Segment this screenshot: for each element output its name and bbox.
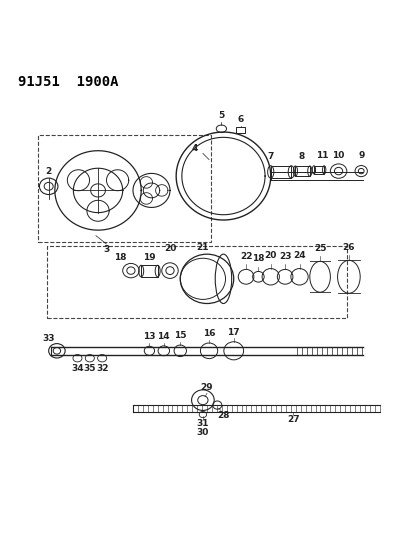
Text: 26: 26 xyxy=(342,243,354,252)
Text: 27: 27 xyxy=(286,415,299,424)
Text: 91J51  1900A: 91J51 1900A xyxy=(18,75,118,90)
Text: 11: 11 xyxy=(315,151,328,160)
Text: 35: 35 xyxy=(83,364,96,373)
Text: 9: 9 xyxy=(357,151,363,160)
Text: 14: 14 xyxy=(157,332,170,341)
Text: 18: 18 xyxy=(252,254,264,263)
Text: 7: 7 xyxy=(267,152,273,161)
Bar xyxy=(141,265,157,277)
Text: 19: 19 xyxy=(143,253,155,262)
Text: 21: 21 xyxy=(196,243,209,252)
Text: 23: 23 xyxy=(278,252,291,261)
Text: 18: 18 xyxy=(114,253,127,262)
Text: 32: 32 xyxy=(96,364,108,373)
Text: 22: 22 xyxy=(239,252,252,261)
Bar xyxy=(47,246,346,318)
Text: 13: 13 xyxy=(143,333,155,341)
Text: 20: 20 xyxy=(264,252,276,260)
Text: 17: 17 xyxy=(227,328,240,337)
Text: 6: 6 xyxy=(237,115,243,124)
Text: 30: 30 xyxy=(196,427,209,437)
Text: 16: 16 xyxy=(202,329,215,338)
Bar xyxy=(295,166,309,176)
Text: 5: 5 xyxy=(218,111,224,120)
Text: 3: 3 xyxy=(103,245,109,254)
Bar xyxy=(38,135,211,242)
Bar xyxy=(270,166,291,178)
Text: 15: 15 xyxy=(173,331,186,340)
Text: 34: 34 xyxy=(71,364,83,373)
Text: 25: 25 xyxy=(313,244,325,253)
Text: 2: 2 xyxy=(45,167,52,176)
Text: 4: 4 xyxy=(191,144,197,154)
Text: 10: 10 xyxy=(332,151,344,160)
Bar xyxy=(235,127,244,133)
Text: 20: 20 xyxy=(164,244,176,253)
Text: 28: 28 xyxy=(217,411,229,420)
Bar xyxy=(313,166,323,174)
Text: 8: 8 xyxy=(298,152,304,161)
Text: 31: 31 xyxy=(196,419,209,429)
Text: 29: 29 xyxy=(200,383,213,392)
Text: 24: 24 xyxy=(292,252,305,260)
Text: 33: 33 xyxy=(42,334,55,343)
